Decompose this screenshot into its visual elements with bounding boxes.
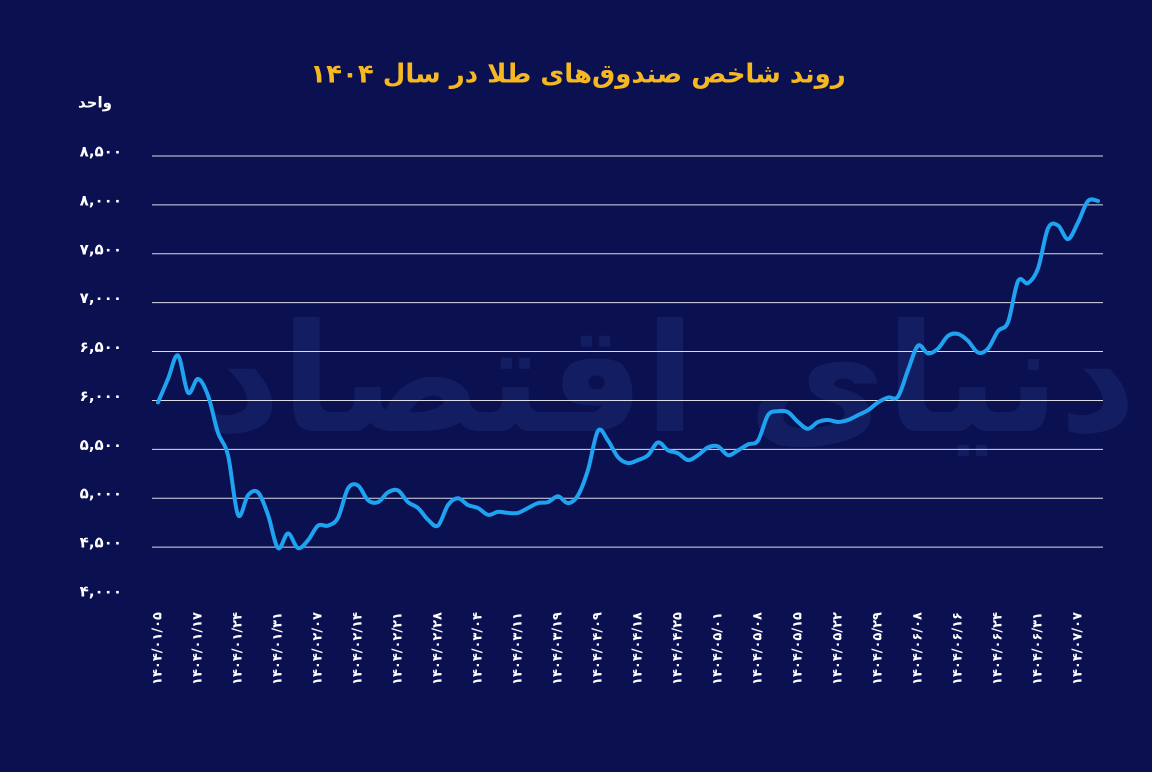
x-tick-label: ۱۴۰۴/۰۲/۰۷ xyxy=(311,612,326,685)
chart-title: روند شاخص صندوق‌های طلا در سال ۱۴۰۴ xyxy=(310,60,845,90)
y-tick-label: ۷,۵۰۰ xyxy=(80,240,122,258)
line-series xyxy=(156,197,1100,551)
watermark: دنیای اقتصاد xyxy=(204,293,1137,467)
y-tick-label: ۴,۵۰۰ xyxy=(80,534,122,552)
x-tick-label: ۱۴۰۴/۰۵/۲۲ xyxy=(831,612,846,685)
x-tick-label: ۱۴۰۴/۰۵/۲۹ xyxy=(871,612,886,685)
x-tick-label: ۱۴۰۴/۰۳/۱۹ xyxy=(551,612,566,685)
x-tick-label: ۱۴۰۴/۰۷/۰۷ xyxy=(1071,612,1086,685)
x-tick-label: ۱۴۰۴/۰۱/۲۴ xyxy=(231,612,246,685)
x-tick-label: ۱۴۰۴/۰۴/۲۵ xyxy=(671,612,686,685)
x-tick-label: ۱۴۰۴/۰۵/۱۵ xyxy=(791,612,806,685)
y-tick-label: ۸,۰۰۰ xyxy=(80,191,122,209)
y-tick-label: ۸,۵۰۰ xyxy=(80,143,122,161)
x-tick-label: ۱۴۰۴/۰۶/۱۶ xyxy=(951,612,966,685)
x-tick-label: ۱۴۰۴/۰۲/۱۴ xyxy=(351,612,366,685)
x-tick-label: ۱۴۰۴/۰۶/۲۴ xyxy=(991,612,1006,685)
x-tick-label: ۱۴۰۴/۰۳/۱۱ xyxy=(511,612,526,685)
y-axis-label: واحد xyxy=(78,94,112,112)
y-tick-label: ۵,۰۰۰ xyxy=(80,485,122,503)
x-tick-label: ۱۴۰۴/۰۵/۰۱ xyxy=(711,612,726,685)
y-tick-label: ۷,۰۰۰ xyxy=(80,289,122,307)
y-tick-label: ۶,۵۰۰ xyxy=(80,338,122,356)
x-tick-label: ۱۴۰۴/۰۵/۰۸ xyxy=(751,612,766,685)
y-tick-label: ۶,۰۰۰ xyxy=(80,387,122,405)
x-tick-label: ۱۴۰۴/۰۶/۰۸ xyxy=(911,612,926,685)
x-tick-label: ۱۴۰۴/۰۱/۱۷ xyxy=(191,612,206,685)
x-tick-label: ۱۴۰۴/۰۳/۰۴ xyxy=(471,612,486,685)
x-tick-label: ۱۴۰۴/۰۶/۳۱ xyxy=(1031,612,1046,685)
x-tick-label: ۱۴۰۴/۰۴/۱۸ xyxy=(631,612,646,685)
x-tick-label: ۱۴۰۴/۰۲/۲۸ xyxy=(431,612,446,685)
x-tick-label: ۱۴۰۴/۰۴/۰۹ xyxy=(591,612,606,685)
x-tick-label: ۱۴۰۴/۰۱/۳۱ xyxy=(271,612,286,685)
x-tick-label: ۱۴۰۴/۰۲/۲۱ xyxy=(391,612,406,685)
x-tick-label: ۱۴۰۴/۰۱/۰۵ xyxy=(151,612,166,685)
y-tick-label: ۴,۰۰۰ xyxy=(80,583,122,601)
y-tick-label: ۵,۵۰۰ xyxy=(80,436,122,454)
